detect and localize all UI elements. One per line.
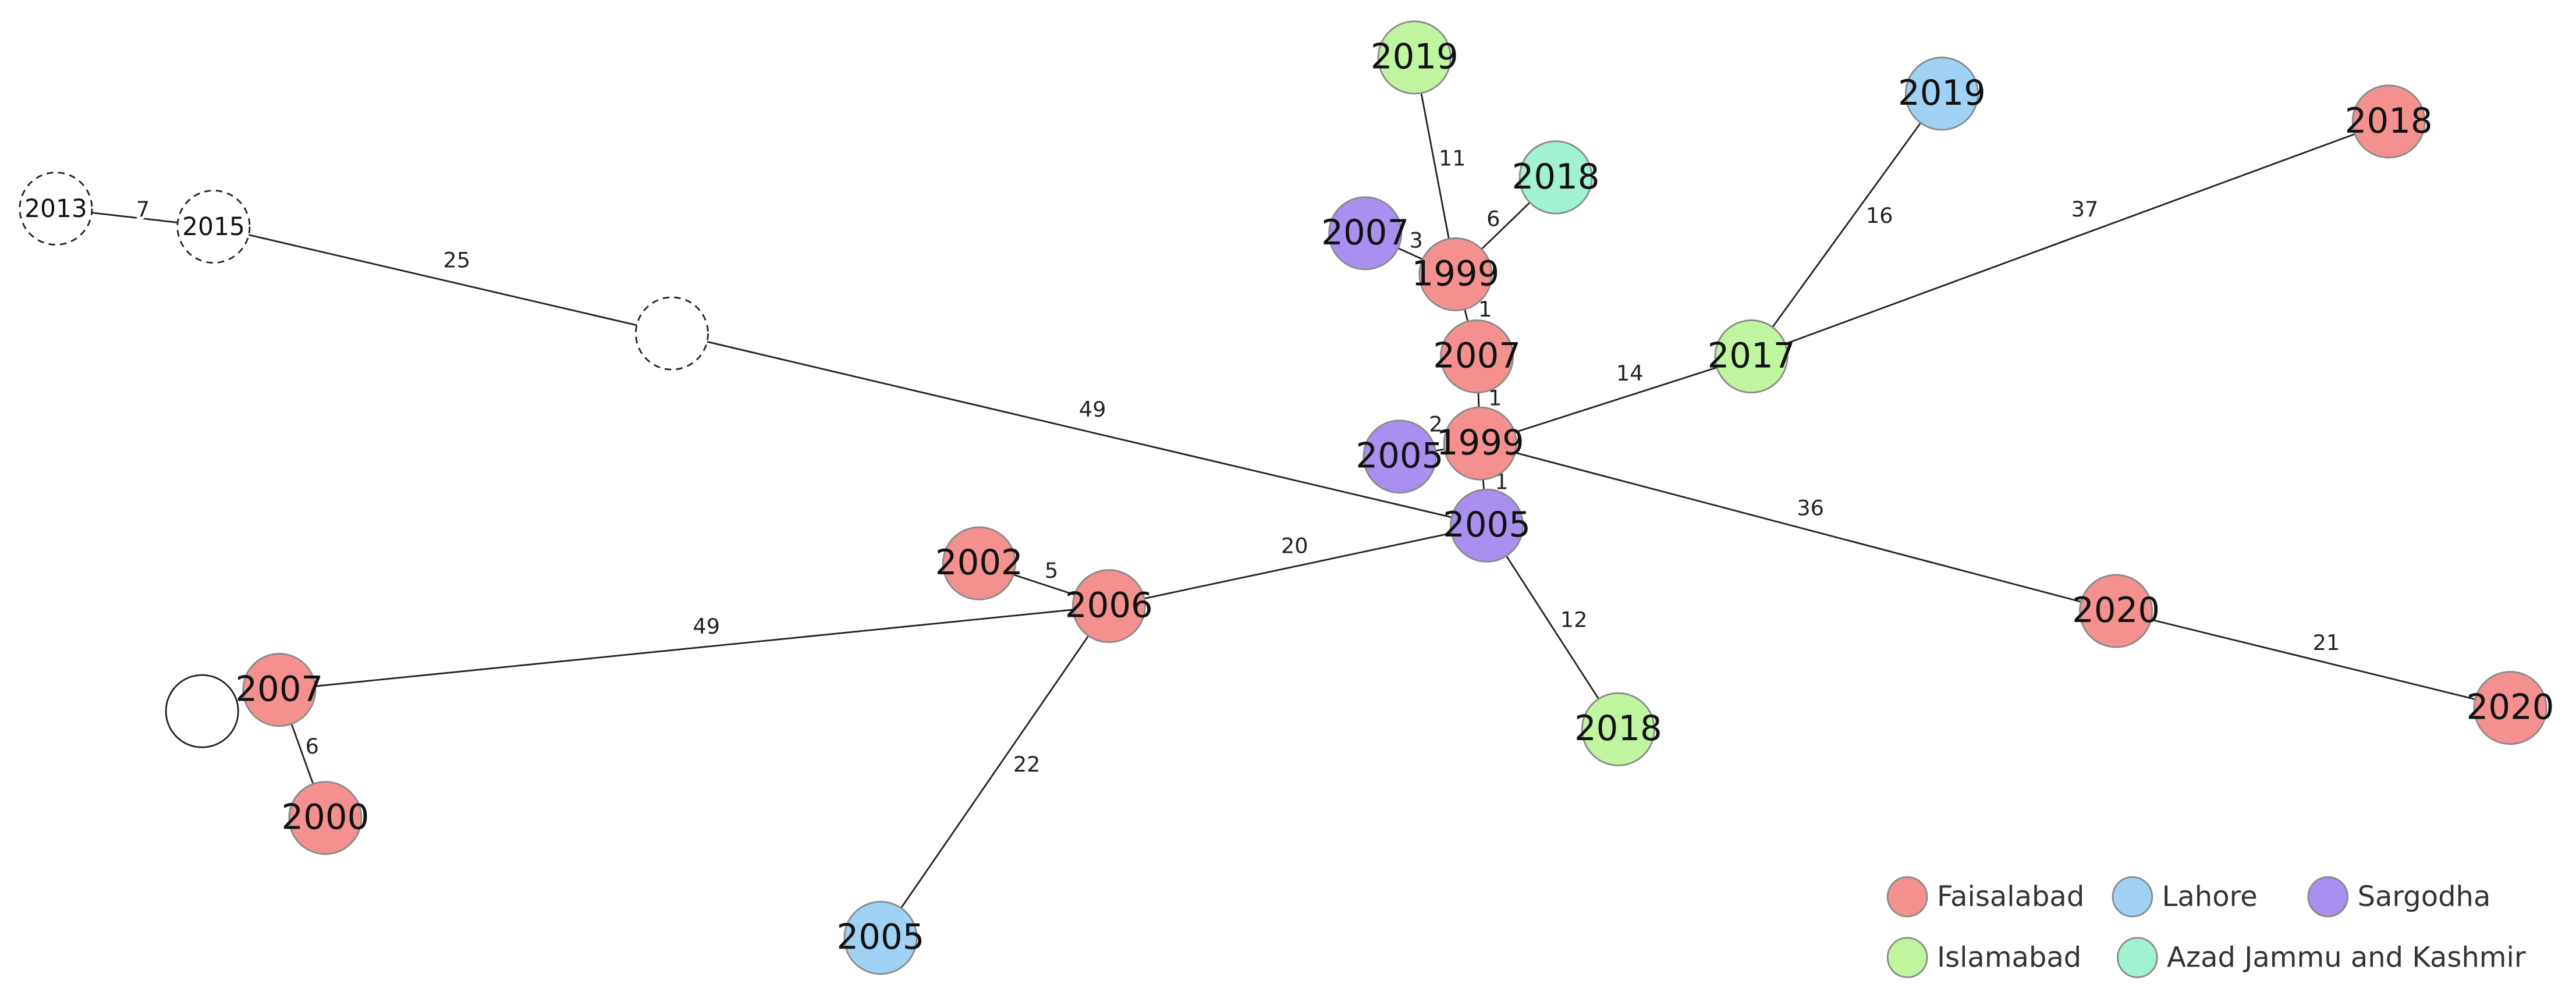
edge [1479, 442, 2117, 612]
node [1328, 196, 1403, 271]
node [634, 296, 709, 371]
edge-label: 1 [1478, 297, 1492, 322]
edge-label: 12 [1560, 607, 1588, 632]
edge-label: 7 [136, 197, 150, 222]
edge-label: 49 [1079, 397, 1106, 422]
node [1377, 20, 1452, 95]
edge [213, 226, 672, 335]
edge-label: 6 [1486, 207, 1500, 232]
node-label: 2007 [1433, 335, 1521, 375]
node-label: 2018 [1574, 708, 1662, 748]
edge [879, 605, 1110, 939]
node-label: 2017 [1708, 335, 1796, 375]
edge-label: 49 [693, 614, 720, 639]
edge [1479, 356, 1752, 445]
node-label: 2013 [24, 194, 87, 223]
node [1440, 319, 1514, 394]
edge-label: 20 [1281, 533, 1308, 558]
node [1418, 237, 1493, 311]
node-label: 2007 [235, 669, 323, 709]
node [288, 781, 363, 855]
node [1362, 420, 1437, 494]
node [242, 653, 317, 727]
node-label: 2005 [837, 917, 925, 957]
edge [279, 605, 1109, 691]
node-label: 2007 [1321, 212, 1409, 253]
node-label: 2019 [1898, 73, 1986, 113]
node [2473, 671, 2547, 745]
node [1518, 140, 1593, 215]
edge-label: 11 [1439, 145, 1466, 170]
node [1071, 569, 1146, 644]
node-label: 2006 [1065, 585, 1153, 626]
legend-swatch [2112, 876, 2153, 918]
node-label: 2002 [935, 542, 1023, 582]
legend-label: Sargodha [2358, 880, 2491, 913]
edge [1486, 525, 1619, 730]
node [1443, 406, 1517, 481]
node-label: 2000 [281, 797, 369, 837]
node [942, 526, 1016, 600]
node-label: 2018 [2345, 101, 2433, 141]
edge-label: 14 [1616, 361, 1644, 386]
edge-label: 2 [1429, 412, 1442, 437]
edge-label: 37 [2071, 197, 2099, 222]
nodes: 2013201520192018200719992007199920052005… [19, 20, 2554, 975]
edge-label: 36 [1797, 496, 1824, 521]
edge-label: 25 [443, 247, 470, 272]
edge-label: 16 [1866, 203, 1893, 228]
node-label: 2005 [1443, 504, 1531, 545]
node [1581, 692, 1655, 766]
legend-label: Faisalabad [1937, 880, 2084, 913]
node [1904, 56, 1979, 131]
node [2079, 574, 2153, 648]
edge [1751, 120, 2389, 357]
edge [1109, 524, 1487, 607]
legend-swatch [1886, 876, 1928, 918]
edge-label: 6 [306, 734, 319, 759]
node-label: 2005 [1356, 436, 1444, 476]
node [165, 674, 239, 748]
node [843, 901, 918, 975]
node-label: 2015 [182, 212, 245, 241]
node-label: 2020 [2072, 590, 2160, 630]
edge-label: 22 [1013, 752, 1041, 777]
edge-label: 21 [2313, 630, 2340, 655]
legend: Faisalabad Lahore Sargodha Islamabad Azad Ja… [1886, 876, 2526, 978]
node [2351, 84, 2426, 159]
edge [672, 332, 1487, 527]
legend-label: Islamabad [1937, 941, 2081, 973]
node [1714, 319, 1789, 394]
node-label: 2019 [1371, 37, 1459, 77]
node-label: 1999 [1436, 422, 1524, 463]
node-label: 2020 [2467, 687, 2554, 727]
legend-swatch [1886, 937, 1928, 978]
edge [1750, 93, 1943, 357]
legend-swatch [2307, 876, 2349, 918]
legend-swatch [2117, 937, 2158, 978]
legend-label: Lahore [2162, 880, 2258, 913]
node-label: 1999 [1412, 253, 1500, 293]
node [19, 171, 93, 246]
node [1450, 488, 1524, 563]
node-label: 2018 [1512, 157, 1600, 197]
node [176, 190, 251, 264]
edge [2116, 610, 2511, 709]
edge-label: 5 [1045, 558, 1058, 583]
edge-label: 3 [1409, 228, 1422, 253]
legend-label: Azad Jammu and Kashmir [2167, 941, 2526, 973]
